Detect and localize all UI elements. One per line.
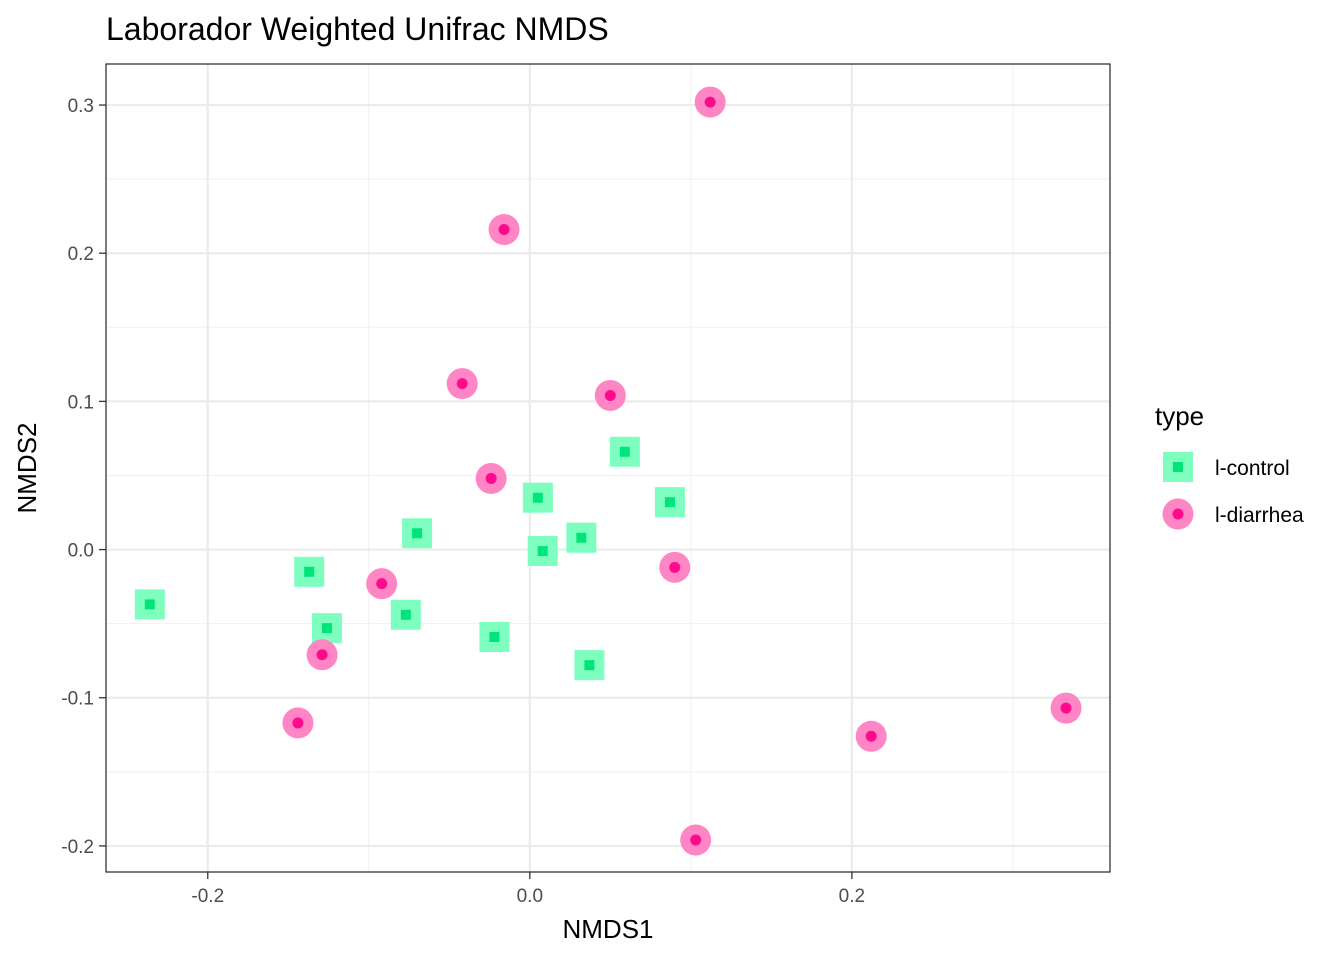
y-tick-label: 0.1 — [68, 392, 94, 413]
point-l-diarrhea-inner — [316, 649, 328, 661]
point-l-control — [294, 556, 325, 587]
point-l-diarrhea — [1050, 692, 1082, 724]
point-l-control — [609, 436, 640, 467]
point-l-control-inner — [537, 546, 548, 557]
point-l-control-inner — [400, 609, 411, 620]
point-l-diarrhea-inner — [669, 561, 681, 573]
legend-key-l-control — [1163, 452, 1193, 482]
point-l-diarrhea — [366, 568, 398, 600]
point-l-diarrhea-inner — [456, 378, 468, 390]
point-l-diarrhea — [855, 720, 887, 752]
series-l-diarrhea — [282, 86, 1082, 856]
plot-panel — [106, 64, 1110, 872]
point-l-control-inner — [619, 446, 630, 457]
legend: type l-control l-diarrhea — [1155, 401, 1304, 530]
series-l-control — [134, 436, 685, 681]
y-tick-label: -0.2 — [61, 837, 94, 858]
data-points — [134, 86, 1082, 856]
point-l-diarrhea — [488, 214, 520, 246]
legend-label: l-control — [1215, 457, 1290, 480]
point-l-control — [390, 599, 421, 630]
point-l-control — [574, 650, 605, 681]
legend-key-l-diarrhea — [1162, 498, 1194, 530]
legend-title: type — [1155, 401, 1204, 431]
point-l-control — [522, 482, 553, 513]
y-axis-ticks: -0.2 -0.1 0.0 0.1 0.2 0.3 — [61, 96, 106, 858]
y-tick-label: 0.0 — [68, 541, 94, 562]
point-l-control-inner — [489, 631, 500, 642]
point-l-diarrhea-inner — [292, 717, 304, 729]
point-l-control — [134, 589, 165, 620]
x-tick-label: -0.2 — [191, 886, 224, 907]
point-l-diarrhea — [306, 639, 338, 671]
point-l-diarrhea — [694, 86, 726, 118]
chart-title: Laborador Weighted Unifrac NMDS — [106, 11, 609, 47]
point-l-diarrhea-inner — [485, 472, 497, 484]
point-l-control-inner — [321, 623, 332, 634]
point-l-diarrhea-inner — [865, 730, 877, 742]
point-l-control-inner — [304, 566, 315, 577]
point-l-control-inner — [412, 528, 423, 539]
minor-gridlines — [106, 64, 1110, 872]
point-l-control — [527, 536, 558, 567]
y-tick-label: -0.1 — [61, 689, 94, 710]
point-l-control — [654, 487, 685, 518]
point-l-control-inner — [664, 497, 675, 508]
x-axis-ticks: -0.2 0.0 0.2 — [191, 872, 865, 907]
point-l-diarrhea-inner — [1060, 702, 1072, 714]
point-l-diarrhea-inner — [376, 578, 388, 590]
point-l-diarrhea-inner — [604, 389, 616, 401]
point-l-control-inner — [144, 599, 155, 610]
point-l-diarrhea-inner — [690, 834, 702, 846]
plot-panel-border — [105, 63, 1111, 873]
y-tick-label: 0.2 — [68, 244, 94, 265]
point-l-diarrhea — [475, 462, 507, 494]
point-l-control-inner — [584, 660, 595, 671]
y-tick-label: 0.3 — [68, 96, 94, 117]
point-l-control-inner — [532, 492, 543, 503]
point-l-diarrhea — [594, 379, 626, 411]
y-axis-title: NMDS2 — [12, 422, 42, 513]
point-l-diarrhea — [282, 707, 314, 739]
point-l-diarrhea — [446, 368, 478, 400]
legend-item-l-diarrhea: l-diarrhea — [1162, 498, 1304, 530]
x-tick-label: 0.2 — [839, 886, 865, 907]
point-l-diarrhea — [680, 824, 712, 856]
point-l-diarrhea — [659, 551, 691, 583]
legend-item-l-control: l-control — [1163, 452, 1290, 482]
legend-key-l-control-inner — [1173, 462, 1183, 472]
x-axis-title: NMDS1 — [562, 914, 653, 944]
point-l-control — [402, 518, 433, 549]
x-tick-label: 0.0 — [517, 886, 543, 907]
major-gridlines — [106, 64, 1110, 872]
point-l-control — [311, 613, 342, 644]
point-l-diarrhea-inner — [498, 224, 510, 236]
legend-key-l-diarrhea-inner — [1172, 508, 1184, 520]
point-l-control-inner — [576, 532, 587, 543]
point-l-diarrhea-inner — [704, 96, 716, 108]
point-l-control — [479, 621, 510, 652]
point-l-control — [566, 522, 597, 553]
legend-label: l-diarrhea — [1215, 504, 1304, 527]
